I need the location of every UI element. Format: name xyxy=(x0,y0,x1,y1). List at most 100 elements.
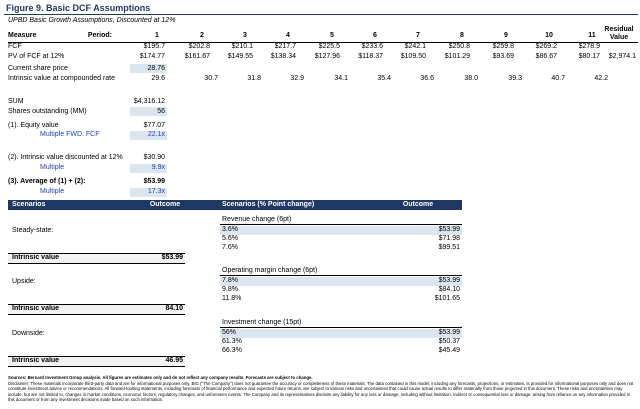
summary-value: 22.1x xyxy=(147,131,165,138)
scenario-outcome: $53.99 xyxy=(438,329,460,336)
scenario-change: 66.3% xyxy=(222,347,242,354)
intrinsic-label: Intrinsic value xyxy=(12,357,60,364)
header-rule xyxy=(8,42,638,43)
summary-value: 56 xyxy=(157,108,165,115)
summary-value: 17.3x xyxy=(147,188,165,195)
scenario-name: Steady-state: xyxy=(12,227,54,234)
cell: $127.96 xyxy=(314,53,340,60)
period-header: 6 xyxy=(373,32,377,39)
subtitle: UPBD Basic Growth Assumptions, Discounte… xyxy=(8,17,176,24)
period-header: 5 xyxy=(330,32,334,39)
subtitle-rule xyxy=(220,327,462,328)
intrinsic-value: 46.95 xyxy=(165,357,183,364)
scenario-outcome: $50.37 xyxy=(438,338,460,345)
scenario-name: Downside: xyxy=(12,330,45,337)
disclaimer: Disclaimer: These materials incorporate … xyxy=(8,381,634,402)
cell: $278.9 xyxy=(578,43,600,50)
summary-label: SUM xyxy=(8,98,24,105)
cell: 36.6 xyxy=(420,75,434,82)
scenario-outcome: $53.99 xyxy=(438,226,460,233)
cell: $80.17 xyxy=(578,53,600,60)
first-row-shade xyxy=(220,277,462,286)
cell: 28.76 xyxy=(147,65,165,72)
cell: 31.8 xyxy=(247,75,261,82)
summary-value: $4,316.12 xyxy=(133,98,165,105)
row-label: Current share price xyxy=(8,65,68,72)
intrinsic-label: Intrinsic value xyxy=(12,254,60,261)
period-header: 1 xyxy=(155,32,159,39)
row-label: PV of FCF at 12% xyxy=(8,53,65,60)
period-header: 11 xyxy=(588,32,596,39)
cell: $250.8 xyxy=(448,43,470,50)
price-cell xyxy=(130,64,167,73)
intrinsic-row xyxy=(8,356,185,367)
scenario-change: 3.6% xyxy=(222,226,238,233)
cell: $174.77 xyxy=(139,53,165,60)
scenario-change: 7.6% xyxy=(222,244,238,251)
cell: $242.1 xyxy=(404,43,426,50)
cell: $138.34 xyxy=(270,53,296,60)
cell: 34.1 xyxy=(334,75,348,82)
cell: $161.67 xyxy=(184,53,210,60)
cell: 38.0 xyxy=(464,75,478,82)
scenario-subtitle: Revenue change (6pt) xyxy=(222,216,292,223)
intrinsic-row xyxy=(8,253,185,264)
period-header: 7 xyxy=(416,32,420,39)
subtitle-rule xyxy=(220,275,462,276)
sources: Sources: Bernard Investment Group analys… xyxy=(8,375,313,380)
summary-value: $30.90 xyxy=(143,154,165,161)
column-header: Period: xyxy=(87,32,112,39)
scenario-subtitle: Investment change (15pt) xyxy=(222,319,302,326)
cell: 35.4 xyxy=(377,75,391,82)
first-row-shade xyxy=(220,329,462,338)
period-header: 4 xyxy=(286,32,290,39)
scenario-outcome: $101.65 xyxy=(434,295,460,302)
cell: 39.3 xyxy=(508,75,522,82)
cell: 40.7 xyxy=(551,75,565,82)
cell: $210.1 xyxy=(231,43,253,50)
scenario-change: 7.8% xyxy=(222,277,238,284)
scenario-outcome: $84.10 xyxy=(438,286,460,293)
scenario-header-label: Scenarios (% Point change) xyxy=(222,201,315,208)
intrinsic-label: Intrinsic value xyxy=(12,305,60,312)
cell: $86.67 xyxy=(535,53,557,60)
summary-label: (2). Intrinsic value discounted at 12% xyxy=(8,154,123,161)
scenario-change: 11.8% xyxy=(222,295,242,302)
cell: $118.37 xyxy=(358,53,383,60)
column-header: Measure xyxy=(8,32,37,39)
summary-label: Multiple xyxy=(40,164,65,171)
scenario-header-label: Scenarios xyxy=(12,201,46,208)
intrinsic-row xyxy=(8,304,185,315)
scenario-outcome: $99.51 xyxy=(438,244,460,251)
cell: $225.5 xyxy=(318,43,340,50)
intrinsic-value: $53.99 xyxy=(161,254,183,261)
subtitle-rule xyxy=(220,224,462,225)
row-label: FCF xyxy=(8,43,22,50)
title: Figure 9. Basic DCF Assumptions xyxy=(6,3,151,13)
period-header: 10 xyxy=(545,32,553,39)
title-rule xyxy=(4,14,638,15)
shares-cell xyxy=(130,107,167,116)
intrinsic-value: 84.10 xyxy=(165,305,183,312)
cell: $2,974.1 xyxy=(608,53,636,60)
scenario-outcome: $45.49 xyxy=(438,347,460,354)
cell: $195.7 xyxy=(143,43,165,50)
summary-label: Multiple FWD. FCF xyxy=(40,131,100,138)
scenario-change: 9.8% xyxy=(222,286,238,293)
cell: 32.9 xyxy=(290,75,304,82)
scenario-subtitle: Operating margin change (6pt) xyxy=(222,267,318,274)
period-header: 3 xyxy=(243,32,247,39)
scenario-name: Upside: xyxy=(12,278,36,285)
summary-value: 9.9x xyxy=(151,164,165,171)
summary-label: Shares outstanding (MM) xyxy=(8,108,87,115)
summary-value: $53.99 xyxy=(143,178,165,185)
multiple-cell xyxy=(130,131,167,140)
summary-label: Multiple xyxy=(40,188,65,195)
scenario-header xyxy=(8,200,462,210)
cell: $202.8 xyxy=(188,43,210,50)
period-header: 9 xyxy=(504,32,508,39)
scenario-change: 56% xyxy=(222,329,237,336)
cell: 29.6 xyxy=(151,75,165,82)
scenario-outcome: $71.98 xyxy=(438,235,460,242)
first-row-shade xyxy=(220,226,462,235)
